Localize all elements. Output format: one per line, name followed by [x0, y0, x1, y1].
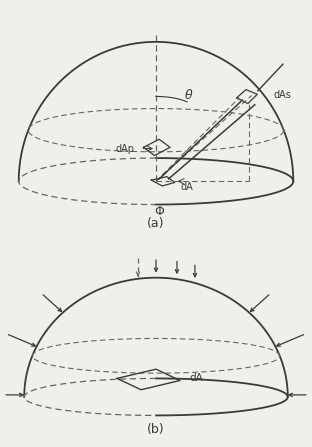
Text: dA: dA — [181, 182, 194, 192]
Text: $\theta$: $\theta$ — [184, 88, 193, 102]
Text: dAs: dAs — [274, 90, 291, 101]
Text: dA: dA — [189, 373, 203, 384]
Text: (b): (b) — [147, 423, 165, 436]
Text: (a): (a) — [147, 217, 165, 230]
Text: $\Phi$: $\Phi$ — [154, 205, 165, 218]
Text: dAp: dAp — [115, 143, 134, 153]
